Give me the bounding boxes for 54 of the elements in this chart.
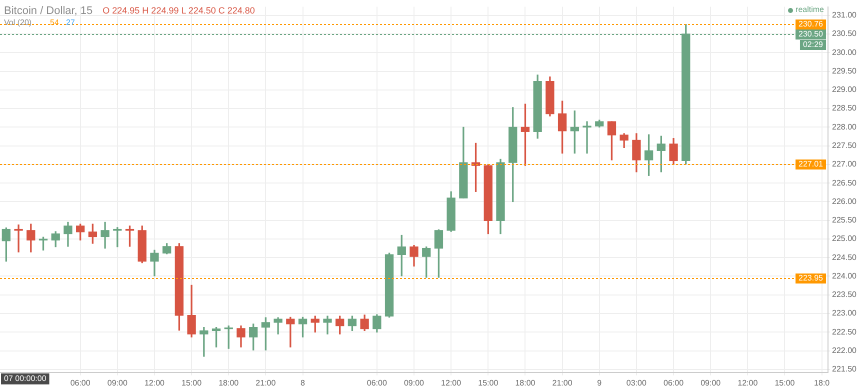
annotation: 02:29 <box>802 40 824 50</box>
annotation: Vol (20) <box>4 18 32 28</box>
x-tick-label: 18:00 <box>515 378 536 388</box>
y-tick-label: 230.50 <box>832 29 858 38</box>
x-tick-label: 12:00 <box>738 378 758 388</box>
y-tick-label: 225.50 <box>832 216 858 225</box>
ref-line-label: 227.01 <box>798 160 824 169</box>
text: 07 00:00:00 <box>4 374 47 384</box>
x-tick-label: 15:00 <box>774 378 796 388</box>
ref-line-label: 230.76 <box>798 20 824 29</box>
x-tick-label: 15:00 <box>182 378 202 388</box>
x-tick-label: 15:00 <box>478 378 499 388</box>
x-tick-label: 03:00 <box>626 378 647 388</box>
y-tick-label: 229.00 <box>832 85 858 94</box>
y-tick-label: 222.50 <box>832 327 858 336</box>
y-tick-label: 228.00 <box>832 122 858 132</box>
x-tick-label: 12:00 <box>144 378 166 388</box>
x-tick-label: 12:00 <box>441 378 462 388</box>
x-tick-label: 06:00 <box>366 378 388 388</box>
annotation: 27 <box>66 18 76 28</box>
y-tick-label: 224.00 <box>832 271 858 280</box>
candlestick <box>274 317 282 334</box>
y-tick-label: 227.50 <box>832 141 858 150</box>
ref-line-label: 230.50 <box>798 30 824 39</box>
y-tick-label: 227.00 <box>832 160 858 169</box>
candlestick <box>582 121 592 154</box>
x-tick-label: 09:00 <box>404 378 425 388</box>
y-tick-label: 224.50 <box>832 252 858 262</box>
y-tick-label: 222.00 <box>832 346 858 355</box>
x-tick-label: 9 <box>597 378 602 388</box>
x-tick-label: 09:00 <box>700 378 722 388</box>
x-tick-label: 09:00 <box>107 378 128 388</box>
y-tick-label: 228.50 <box>832 104 858 113</box>
y-tick-label: 230.00 <box>832 48 858 57</box>
y-tick-label: 225.00 <box>832 234 858 244</box>
chart-title: Bitcoin / Dollar, 15 <box>4 5 93 18</box>
annotation: realtime <box>796 5 825 14</box>
x-tick-label: 21:00 <box>256 378 276 388</box>
y-tick-label: 221.50 <box>832 364 858 374</box>
x-tick-label: 06:00 <box>70 378 91 388</box>
y-tick-label: 223.00 <box>832 308 858 318</box>
x-tick-label: 21:00 <box>552 378 573 388</box>
candlestick <box>323 316 332 334</box>
x-tick-label: 06:00 <box>664 378 684 388</box>
annotation: O 224.95 H 224.99 L 224.50 C 224.80 <box>102 5 255 16</box>
x-tick-label: 8 <box>300 378 306 388</box>
x-tick-label: 18:00 <box>218 378 240 388</box>
y-tick-label: 226.00 <box>832 196 858 206</box>
x-tick-label: 18:0 <box>814 378 830 388</box>
y-tick-label: 229.50 <box>832 66 858 76</box>
y-tick-label: 223.50 <box>832 290 858 300</box>
ref-line-label: 223.95 <box>798 274 824 283</box>
y-tick-label: 226.50 <box>832 178 858 188</box>
y-tick-label: 231.00 <box>832 10 858 20</box>
